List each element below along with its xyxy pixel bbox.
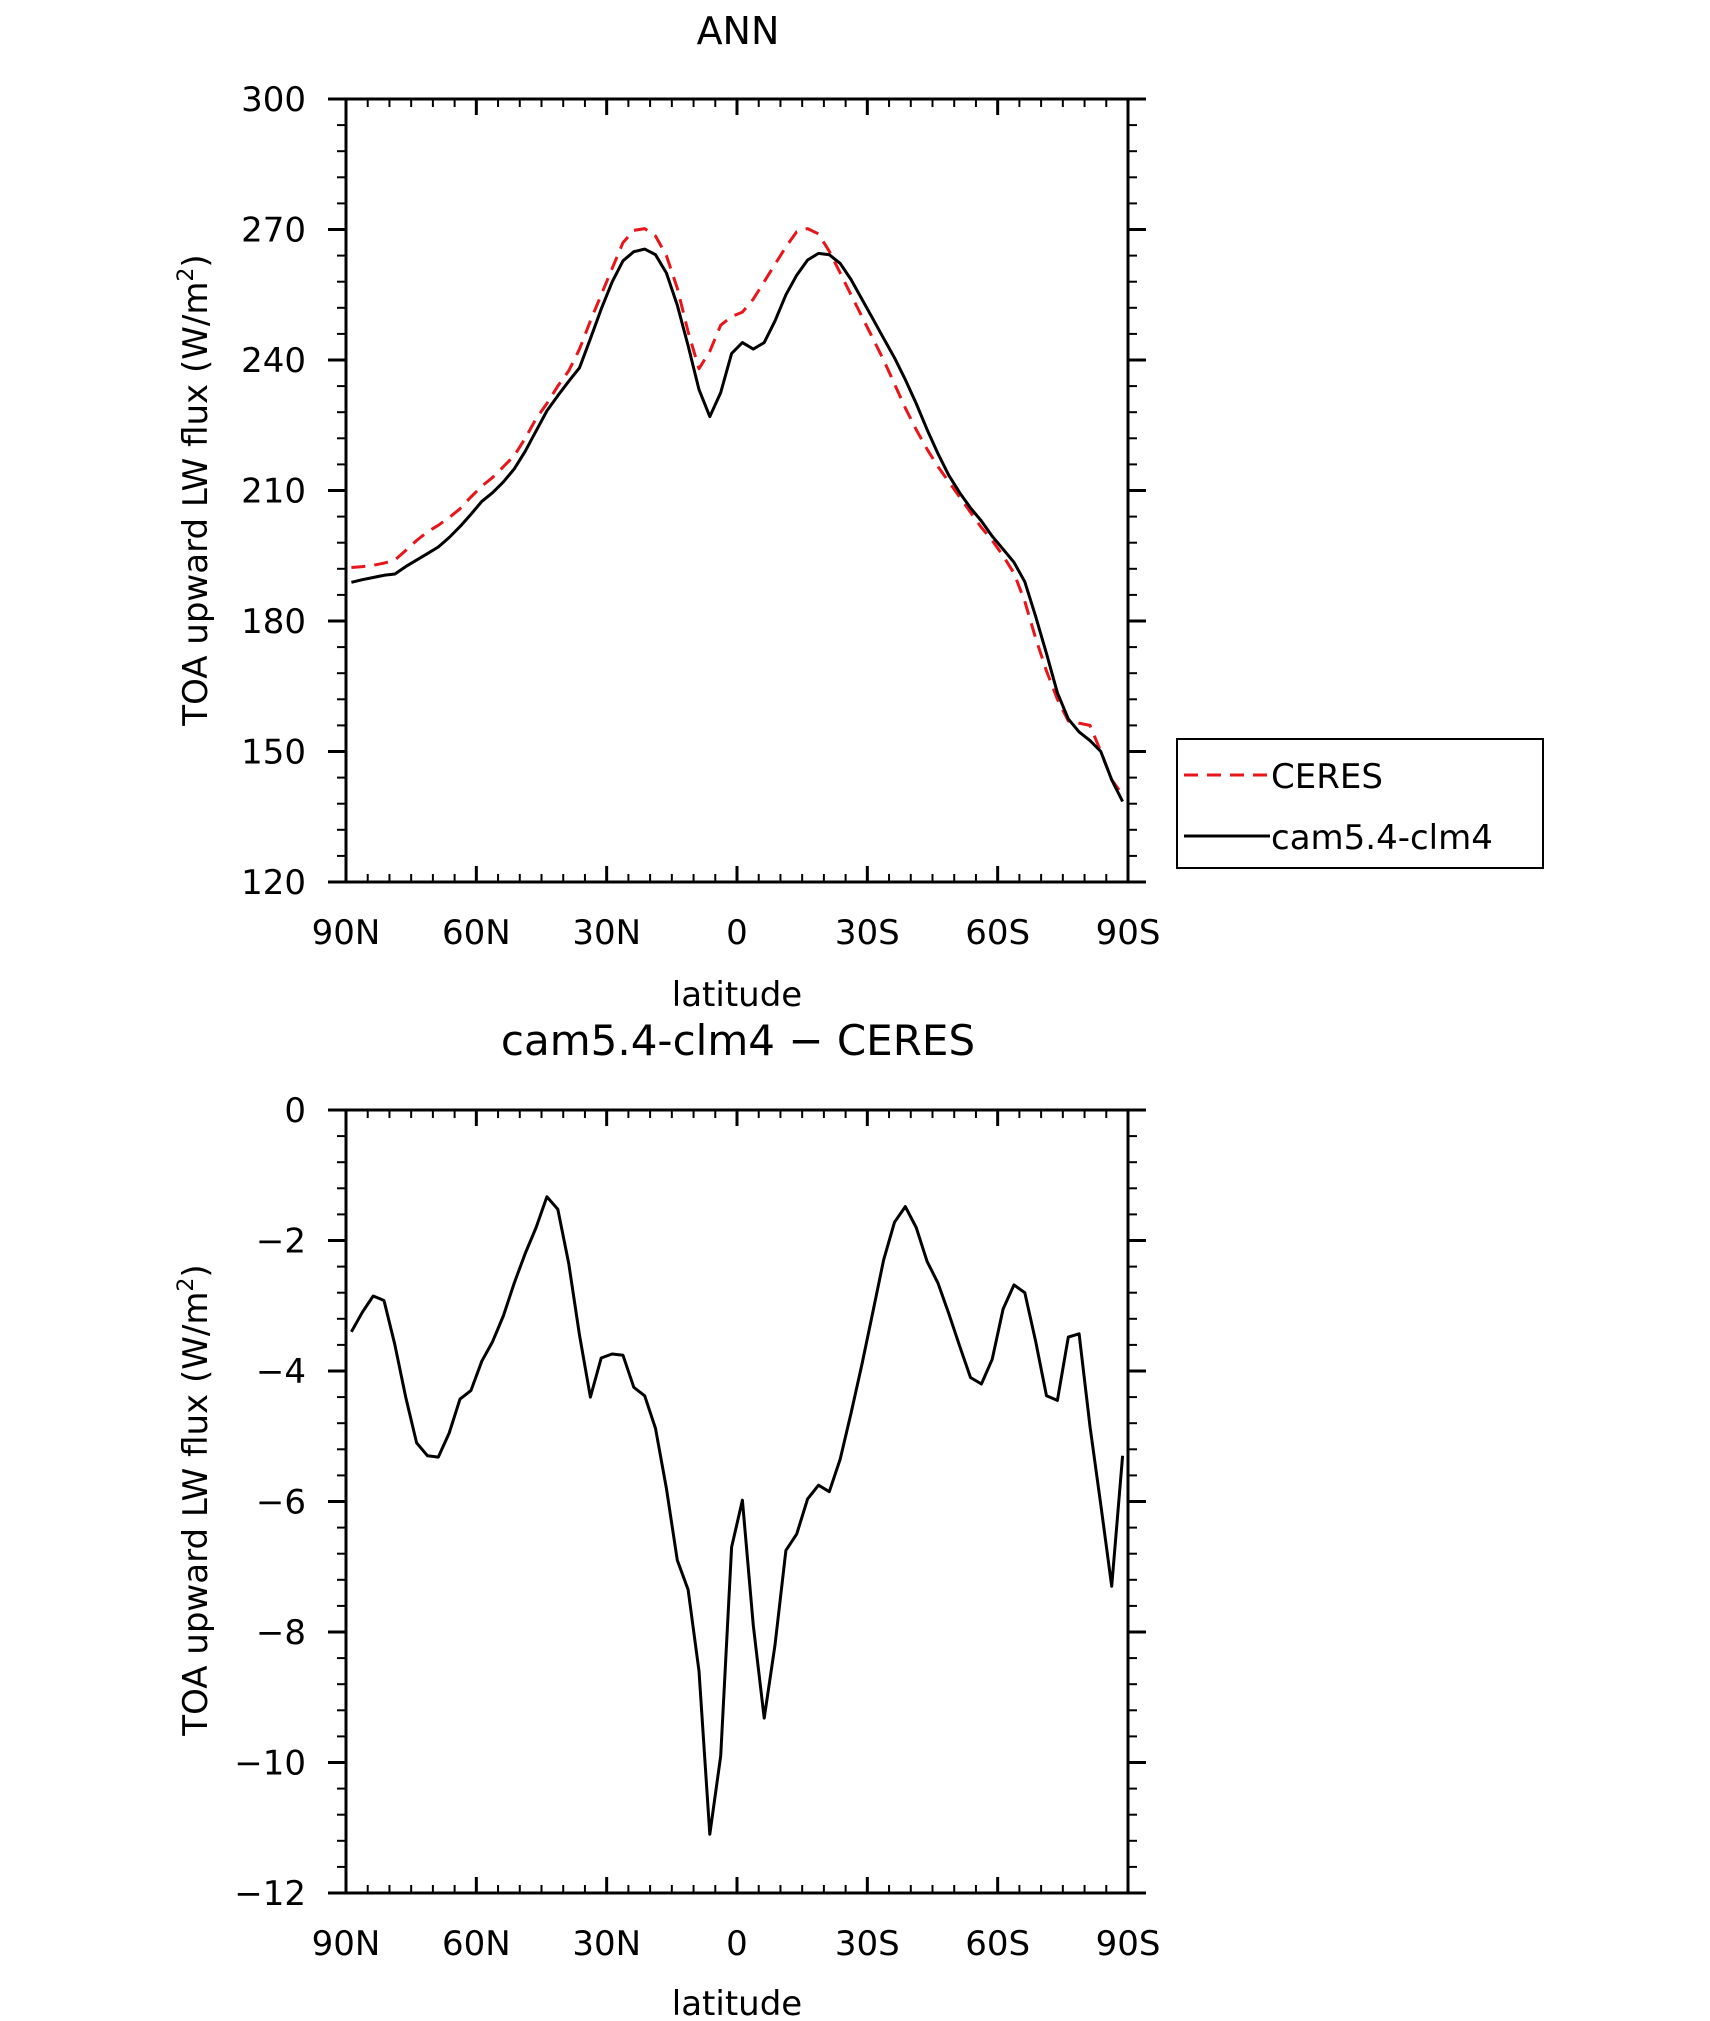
top-x-tick-label: 60S — [965, 913, 1030, 953]
bottom-x-axis-label: latitude — [672, 1984, 802, 2021]
top-y-tick-label: 120 — [241, 863, 306, 903]
top-y-axis-label: TOA upward LW flux (W/m2) — [174, 254, 216, 726]
bottom-tick-group: 90N 60N 30N 0 30S 60S 90S −12 −10 −8 −6 −4 −2 0 — [234, 1091, 1160, 1964]
top-plot-frame — [344, 97, 1130, 884]
top-x-tick-label: 90N — [312, 913, 381, 953]
bottom-x-tick-label: 0 — [726, 1924, 748, 1964]
bottom-y-tick-label: −8 — [256, 1613, 306, 1653]
top-y-tick-label: 150 — [241, 733, 306, 773]
top-y-tick-label: 300 — [241, 80, 306, 120]
bottom-series-difference-line — [350, 1195, 1125, 1836]
top-tick-group: 90N 60N 30N 0 30S 60S 90S 120 150 180 210 240 270 300 — [241, 80, 1160, 953]
legend: CERES cam5.4-clm4 — [1176, 738, 1544, 869]
bottom-y-tick-label: −10 — [234, 1744, 306, 1784]
top-chart-title: ANN — [697, 9, 780, 53]
top-y-tick-label: 180 — [241, 602, 306, 642]
bottom-y-tick-label: −12 — [234, 1874, 306, 1914]
top-series-group — [351, 227, 1124, 803]
bottom-x-tick-label: 60N — [442, 1924, 511, 1964]
top-x-axis-label: latitude — [672, 975, 802, 1015]
bottom-x-tick-label: 30N — [572, 1924, 641, 1964]
bottom-chart-title: cam5.4-clm4 − CERES — [501, 1016, 975, 1065]
top-y-tick-label: 240 — [241, 341, 306, 381]
bottom-y-tick-label: −4 — [256, 1352, 306, 1392]
top-y-tick-label: 210 — [241, 472, 306, 512]
top-x-tick-label: 60N — [442, 913, 511, 953]
top-series-cam5-4-clm4-line — [351, 247, 1124, 803]
legend-box — [1176, 738, 1544, 869]
legend-model-label: cam5.4-clm4 — [1271, 818, 1493, 858]
bottom-x-tick-label: 90S — [1096, 1924, 1161, 1964]
bottom-x-tick-label: 60S — [965, 1924, 1030, 1964]
bottom-x-tick-label: 90N — [312, 1924, 381, 1964]
bottom-y-tick-label: −2 — [256, 1222, 306, 1262]
top-x-tick-label: 0 — [726, 913, 748, 953]
bottom-y-tick-label: 0 — [284, 1091, 306, 1131]
top-x-tick-label: 30N — [572, 913, 641, 953]
top-x-tick-label: 30S — [835, 913, 900, 953]
top-x-tick-label: 90S — [1096, 913, 1161, 953]
top-y-tick-label: 270 — [241, 211, 306, 251]
bottom-y-axis-label: TOA upward LW flux (W/m2) — [174, 1264, 216, 1736]
top-series-ceres-line — [351, 227, 1124, 796]
legend-ceres-label: CERES — [1271, 757, 1383, 797]
top-panel: ANN 90N 60N 30N 0 30S 60S 90S 120 150 180 210 240 27… — [174, 9, 1544, 1015]
bottom-series-group — [350, 1195, 1125, 1836]
bottom-y-tick-label: −6 — [256, 1483, 306, 1523]
bottom-plot-frame — [344, 1108, 1130, 1895]
bottom-panel: cam5.4-clm4 − CERES 90N 60N 30N 0 30S 60S 90S −… — [174, 1016, 1160, 2021]
bottom-x-tick-label: 30S — [835, 1924, 900, 1964]
